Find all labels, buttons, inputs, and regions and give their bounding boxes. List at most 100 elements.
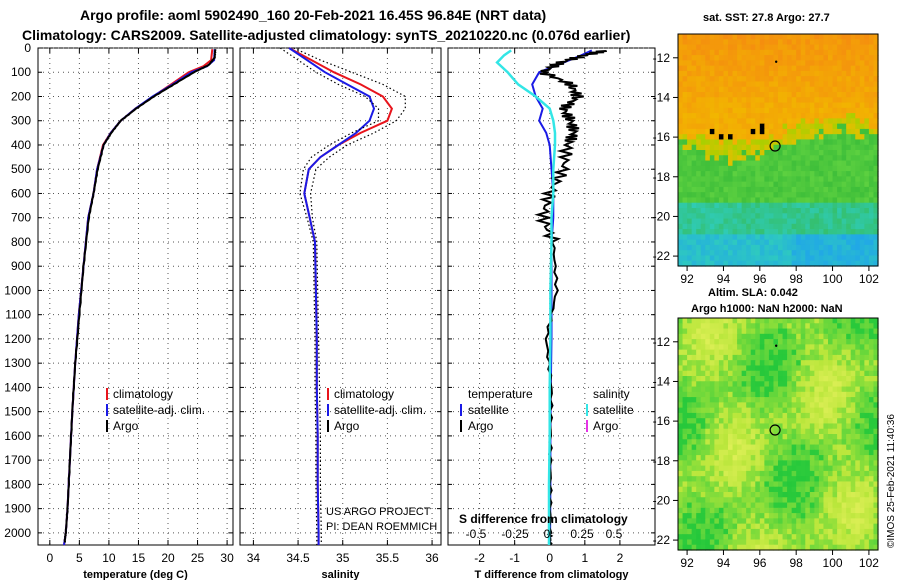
sst-map-cell: [841, 97, 847, 104]
sla-map-cell: [846, 397, 852, 403]
sst-map-cell: [732, 34, 738, 40]
sla-map-cell: [696, 465, 702, 472]
sla-map-cell: [868, 486, 875, 493]
sla-map-cell: [868, 534, 875, 541]
sst-map-cell: [764, 81, 770, 88]
sst-map-cell: [773, 197, 779, 204]
sla-map-cell: [846, 481, 852, 488]
sla-map-cell: [859, 333, 865, 340]
sst-map-cell: [873, 255, 879, 262]
sla-map-cell: [809, 455, 815, 461]
sla-map-cell: [718, 492, 725, 498]
sla-map-cell: [868, 318, 875, 324]
sla-map-cell: [873, 381, 879, 388]
sla-map-cell: [805, 386, 811, 393]
sst-map-cell: [705, 123, 711, 130]
sla-map-cell: [755, 370, 761, 377]
sla-map-cell: [800, 534, 806, 541]
sla-map-cell: [841, 434, 847, 440]
sla-map-cell: [868, 397, 875, 403]
sst-map-cell: [868, 202, 875, 209]
sst-map-cell: [714, 202, 720, 209]
sst-map-cell: [755, 208, 761, 214]
sla-map-cell: [759, 481, 765, 488]
sla-map-cell: [823, 318, 829, 324]
sla-map-cell: [855, 486, 861, 493]
sst-map-cell: [709, 134, 715, 141]
sst-map-cell: [682, 176, 688, 183]
sst-map-cell: [828, 139, 834, 146]
sla-map-cell: [859, 465, 865, 472]
sla-map-cell: [855, 344, 861, 351]
sla-map-cell: [709, 460, 715, 467]
sst-map-cell: [746, 171, 752, 177]
sst-map-cell: [782, 39, 788, 46]
sst-map-cell: [773, 239, 779, 246]
sst-map-cell: [864, 223, 870, 230]
sla-map-cell: [832, 365, 838, 372]
sla-map-cell: [691, 365, 697, 372]
sla-map-cell: [796, 434, 802, 440]
sla-map-cell: [705, 407, 711, 414]
sla-map-cell: [809, 328, 815, 335]
sla-map-cell: [800, 370, 806, 377]
sla-map-cell: [796, 470, 802, 477]
sst-map-cell: [837, 39, 843, 46]
sla-map-cell: [700, 470, 706, 477]
sst-map-cell: [696, 70, 702, 77]
sst-map-cell: [718, 192, 725, 199]
sla-map-cell: [778, 502, 784, 509]
sst-map-cell: [791, 60, 797, 67]
sla-map-cell: [796, 444, 802, 451]
sst-map-cell: [873, 223, 879, 230]
sla-map-cell: [850, 444, 856, 451]
sst-map-cell: [732, 186, 738, 193]
sst-map-cell: [814, 229, 820, 235]
sst-map-cell: [723, 176, 729, 183]
sst-map-cell: [678, 229, 684, 235]
sla-map-cell: [728, 460, 734, 467]
sla-map-cell: [746, 455, 752, 461]
sla-map-cell: [768, 381, 775, 388]
sla-map-cell: [778, 449, 784, 456]
sst-map-cell: [796, 49, 802, 56]
sst-map-cell: [818, 239, 825, 246]
sst-map-cell: [691, 107, 697, 114]
sla-map-cell: [778, 333, 784, 340]
sst-map-cell: [696, 208, 702, 214]
sst-map-cell: [750, 118, 756, 125]
sla-map-cell: [741, 318, 747, 324]
sst-map-cell: [746, 192, 752, 199]
sla-map-cell: [778, 476, 784, 483]
sst-map-cell: [755, 186, 761, 193]
sst-map-cell: [778, 186, 784, 193]
sst-map-cell: [787, 218, 793, 225]
sst-map-cell: [778, 192, 784, 199]
sla-map-cell: [805, 428, 811, 435]
sla-map-cell: [696, 386, 702, 393]
sst-map-cell: [859, 250, 865, 257]
sla-map-cell: [723, 534, 729, 541]
sla-map-cell: [768, 344, 775, 351]
sla-map-cell: [773, 386, 779, 393]
sla-map-cell: [782, 365, 788, 372]
sla-map-cell: [764, 544, 770, 551]
sst-map-cell: [837, 239, 843, 246]
sst-map-cell: [787, 234, 793, 241]
sla-map-cell: [818, 513, 825, 519]
sst-map-cell: [755, 150, 761, 156]
sst-map-cell: [687, 250, 693, 257]
sst-map-cell: [687, 150, 693, 156]
sla-map-cell: [818, 344, 825, 351]
sst-map-cell: [818, 55, 825, 61]
sst-map-cell: [714, 255, 720, 262]
sla-map-cell: [687, 407, 693, 414]
sst-map-cell: [800, 255, 806, 262]
sst-map-cell: [778, 229, 784, 235]
sst-map-cell: [714, 171, 720, 177]
sla-map-cell: [850, 339, 856, 345]
sst-map-cell: [741, 128, 747, 135]
sla-map-cell: [691, 381, 697, 388]
sla-map-cell: [814, 339, 820, 345]
sst-map-cell: [782, 202, 788, 209]
